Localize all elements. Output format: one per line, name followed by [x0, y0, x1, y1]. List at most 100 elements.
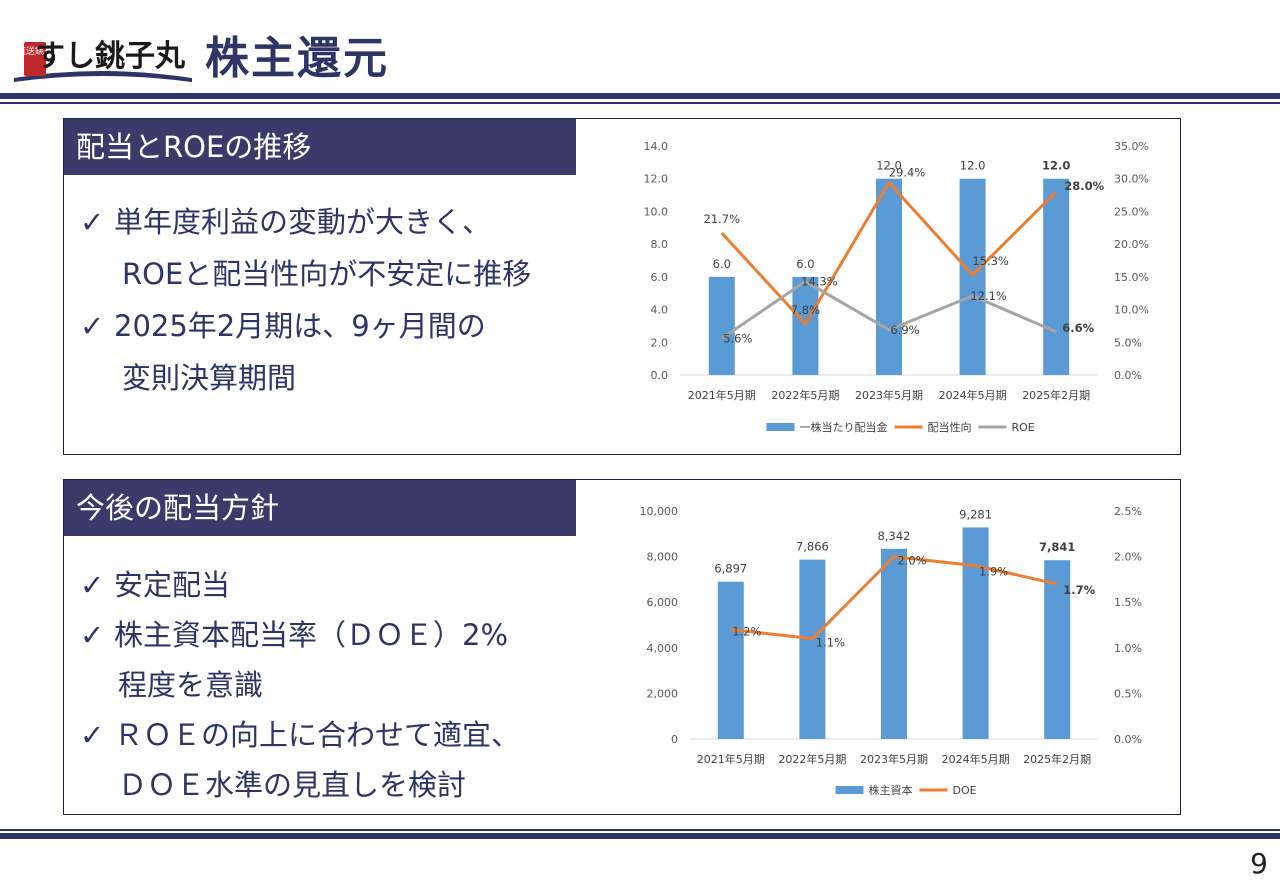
- y-tick-label: 2,000: [647, 687, 679, 700]
- section-heading: 配当とROEの推移: [64, 119, 576, 175]
- y2-tick-label: 25.0%: [1114, 205, 1149, 218]
- footer-rule-thick: [0, 833, 1280, 839]
- x-tick-label: 2023年5月期: [860, 752, 928, 766]
- y-tick-label: 14.0: [644, 140, 669, 153]
- x-tick-label: 2025年2月期: [1022, 388, 1090, 402]
- line-data-label: 5.6%: [723, 331, 752, 345]
- bullet-text: ＲＯＥの向上に合わせて適宜、: [114, 718, 521, 752]
- bullet-item: ✓ ＲＯＥの向上に合わせて適宜、: [80, 712, 520, 754]
- bullet-item: ✓ 単年度利益の変動が大きく、: [80, 199, 491, 241]
- bar-data-label: 6,897: [714, 562, 747, 576]
- y-tick-label: 2.0: [651, 336, 669, 349]
- legend-swatch: [766, 423, 795, 431]
- y-tick-label: 10.0: [644, 205, 669, 218]
- y-tick-label: 6,000: [647, 596, 679, 609]
- bullet-text: 安定配当: [114, 568, 231, 602]
- page-title: 株主還元: [205, 33, 389, 84]
- y-tick-label: 6.0: [651, 271, 669, 284]
- bullet-item-continued: 程度を意識: [118, 662, 263, 704]
- line-data-label: 1.7%: [1063, 583, 1095, 597]
- bar: [792, 276, 819, 375]
- bar: [959, 178, 986, 375]
- line-data-label: 2.0%: [897, 554, 926, 568]
- bar-data-label: 6.0: [713, 257, 731, 271]
- check-icon: ✓: [80, 568, 105, 602]
- page-number: 9: [1250, 847, 1268, 880]
- y2-tick-label: 2.5%: [1114, 505, 1142, 518]
- y-tick-label: 0.0: [651, 369, 669, 382]
- header-rule-thin: [0, 102, 1280, 104]
- line-data-label: 14.3%: [801, 274, 838, 288]
- x-tick-label: 2024年5月期: [942, 752, 1010, 766]
- line-data-label: 1.2%: [732, 625, 761, 639]
- line-data-label: 15.3%: [972, 254, 1009, 268]
- y-tick-label: 4.0: [651, 304, 669, 317]
- equity-doe-chart: 0 2,000 4,000 6,000 8,000 10,000 0.0% 0.5% 1.0% 1…: [640, 505, 1142, 797]
- bar-data-label: 7,841: [1039, 540, 1075, 554]
- bar-data-label: 12.0: [876, 159, 902, 173]
- y-tick-label: 10,000: [640, 505, 679, 518]
- bar: [717, 581, 744, 739]
- line-data-label: 29.4%: [889, 166, 926, 180]
- bullet-text: ROEと配当性向が不安定に推移: [122, 257, 532, 291]
- y-tick-label: 8,000: [647, 551, 679, 564]
- y-tick-label: 8.0: [651, 238, 669, 251]
- y2-tick-label: 30.0%: [1114, 173, 1149, 186]
- bar: [881, 548, 907, 739]
- series-line: [720, 181, 1058, 326]
- y2-tick-label: 20.0%: [1114, 238, 1149, 251]
- y2-tick-label: 35.0%: [1114, 140, 1149, 153]
- line-data-label: 1.9%: [979, 565, 1008, 579]
- bar: [876, 178, 902, 375]
- y-tick-label: 12.0: [644, 173, 669, 186]
- legend-label: DOE: [953, 784, 977, 797]
- logo-text: すし銚子丸: [35, 39, 185, 74]
- bar-data-label: 6.0: [796, 257, 814, 271]
- y2-tick-label: 1.0%: [1114, 642, 1142, 655]
- series-line: [720, 279, 1057, 340]
- y2-tick-label: 0.5%: [1114, 687, 1142, 700]
- bar: [708, 276, 735, 375]
- bullet-text: ＤＯＥ水準の見直しを検討: [118, 768, 467, 802]
- footer-rule-thin: [0, 829, 1280, 831]
- y2-tick-label: 0.0%: [1114, 733, 1142, 746]
- x-tick-label: 2024年5月期: [939, 388, 1007, 402]
- bullet-text: 程度を意識: [118, 668, 264, 702]
- x-tick-label: 2023年5月期: [855, 388, 923, 402]
- dividend-roe-panel: 配当とROEの推移 ✓ 単年度利益の変動が大きく、 ROEと配当性向が不安定に推移…: [63, 118, 1181, 455]
- y-tick-label: 0: [671, 733, 678, 746]
- bullet-item: ✓ 安定配当: [80, 562, 230, 604]
- bullet-text: 2025年2月期は、9ヶ月間の: [114, 309, 486, 343]
- x-tick-label: 2025年2月期: [1023, 752, 1091, 766]
- logo-badge-text: 直送銚子: [17, 45, 53, 57]
- check-icon: ✓: [80, 309, 105, 343]
- legend-label: 配当性向: [928, 420, 972, 434]
- bar-data-label: 7,866: [796, 540, 829, 554]
- y2-tick-label: 2.0%: [1114, 551, 1142, 564]
- bar: [799, 559, 826, 739]
- bar-data-label: 12.0: [1042, 159, 1070, 173]
- y-tick-label: 4,000: [647, 642, 679, 655]
- bullet-item-continued: ＤＯＥ水準の見直しを検討: [118, 762, 466, 804]
- y2-tick-label: 5.0%: [1114, 336, 1142, 349]
- bar-data-label: 12.0: [960, 159, 986, 173]
- dividend-roe-chart: 0.0 2.0 4.0 6.0 8.0 10.0 12.0 14.0 0.0% 5.0% 10.0%…: [644, 140, 1149, 434]
- bar: [962, 527, 989, 739]
- line-data-label: 12.1%: [970, 289, 1007, 303]
- x-tick-label: 2021年5月期: [697, 752, 765, 766]
- check-icon: ✓: [80, 718, 105, 752]
- bullet-item: ✓ 株主資本配当率（ＤＯＥ）2%: [80, 612, 508, 654]
- bullet-item-continued: 変則決算期間: [122, 355, 296, 397]
- y2-tick-label: 1.5%: [1114, 596, 1142, 609]
- bar-data-label: 8,342: [878, 529, 911, 543]
- bar-data-label: 9,281: [959, 507, 992, 521]
- legend-label: 一株当たり配当金: [800, 420, 888, 434]
- line-data-label: 6.9%: [890, 323, 919, 337]
- legend-swatch: [835, 786, 864, 794]
- bullet-text: 単年度利益の変動が大きく、: [114, 205, 492, 239]
- series-line: [730, 555, 1058, 641]
- line-data-label: 1.1%: [816, 636, 845, 650]
- company-logo: 直送銚子 すし銚子丸: [10, 20, 195, 86]
- bullet-text: 株主資本配当率（ＤＯＥ）2%: [114, 618, 509, 652]
- check-icon: ✓: [80, 205, 105, 239]
